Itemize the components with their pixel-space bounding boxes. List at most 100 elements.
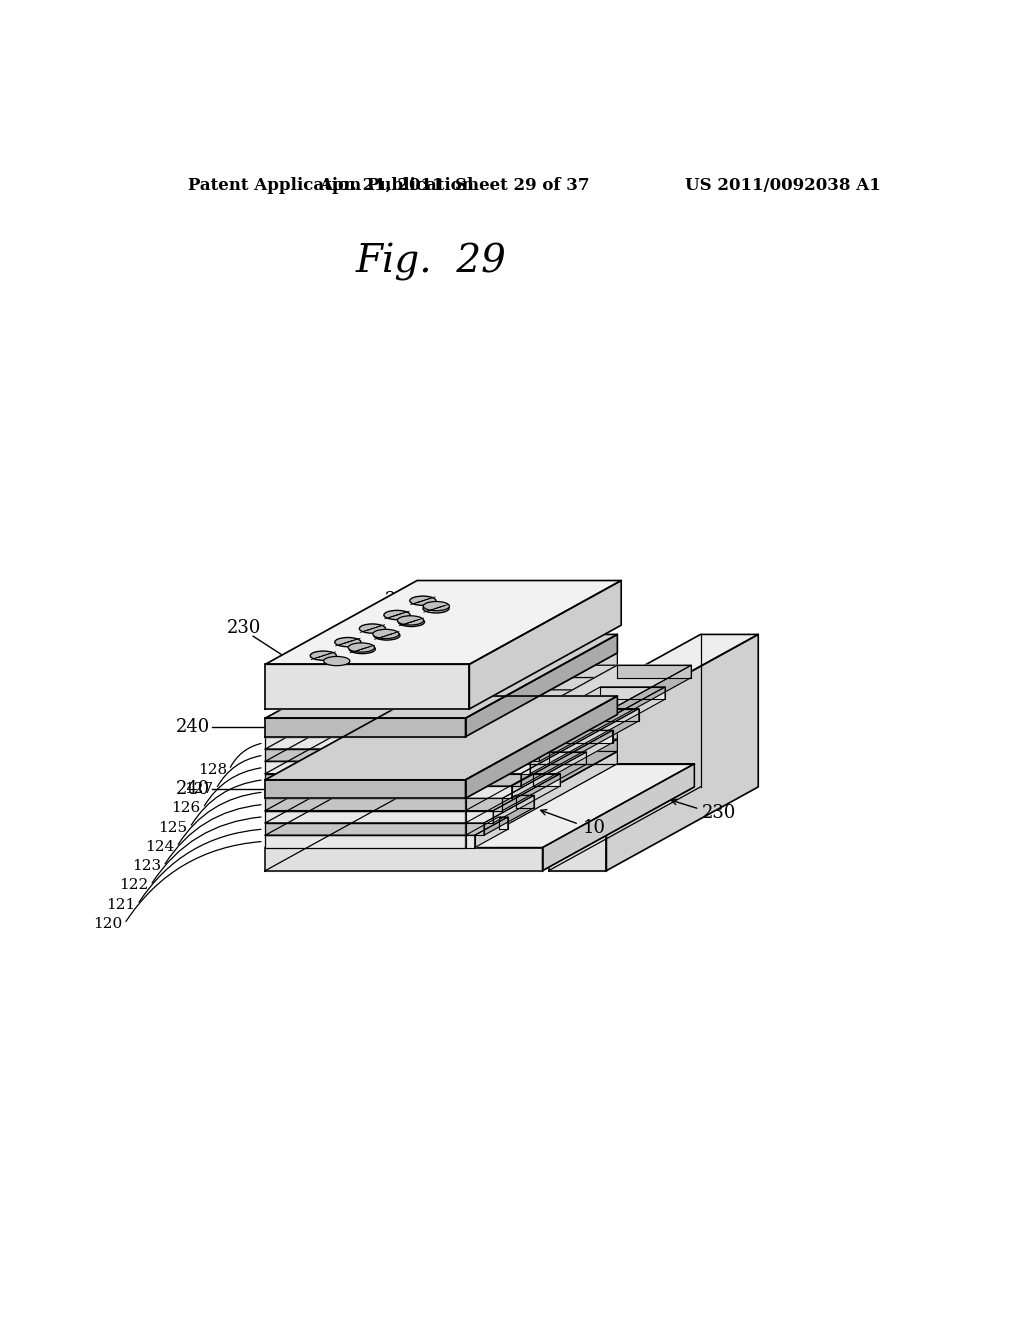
Text: 124: 124 — [145, 840, 174, 854]
Text: US 2011/0092038 A1: US 2011/0092038 A1 — [685, 177, 881, 194]
Text: 122: 122 — [119, 878, 148, 892]
Polygon shape — [265, 696, 617, 780]
Polygon shape — [466, 709, 639, 774]
Polygon shape — [265, 665, 617, 748]
Ellipse shape — [335, 638, 360, 647]
Ellipse shape — [324, 656, 350, 665]
Polygon shape — [466, 751, 617, 847]
Polygon shape — [265, 810, 466, 822]
Polygon shape — [494, 774, 560, 822]
Text: 230: 230 — [701, 804, 736, 822]
Polygon shape — [265, 751, 617, 836]
Polygon shape — [532, 774, 560, 785]
Polygon shape — [584, 709, 639, 721]
Polygon shape — [466, 774, 521, 785]
Polygon shape — [566, 730, 612, 743]
Polygon shape — [265, 690, 617, 774]
Polygon shape — [466, 817, 508, 836]
Ellipse shape — [373, 630, 399, 639]
Polygon shape — [265, 739, 617, 822]
Ellipse shape — [423, 603, 450, 612]
Text: Apr. 21, 2011  Sheet 29 of 37: Apr. 21, 2011 Sheet 29 of 37 — [318, 177, 589, 194]
Polygon shape — [265, 664, 469, 709]
Polygon shape — [466, 696, 617, 799]
Polygon shape — [466, 714, 617, 810]
Polygon shape — [265, 762, 466, 774]
Text: 230: 230 — [227, 619, 261, 638]
Text: 240: 240 — [176, 780, 210, 799]
Polygon shape — [265, 799, 466, 810]
Polygon shape — [265, 764, 694, 847]
Polygon shape — [265, 780, 466, 799]
Polygon shape — [265, 785, 466, 799]
Polygon shape — [466, 752, 587, 799]
Ellipse shape — [423, 602, 450, 611]
Ellipse shape — [410, 597, 436, 606]
Polygon shape — [617, 665, 691, 677]
Polygon shape — [543, 764, 694, 871]
Polygon shape — [466, 727, 617, 822]
Text: 10: 10 — [583, 820, 606, 837]
Polygon shape — [466, 796, 534, 822]
Polygon shape — [466, 665, 617, 762]
Polygon shape — [466, 836, 475, 847]
Polygon shape — [466, 686, 665, 762]
Text: 126: 126 — [171, 801, 201, 816]
Polygon shape — [466, 690, 617, 785]
Polygon shape — [265, 702, 617, 785]
Polygon shape — [265, 847, 543, 871]
Polygon shape — [466, 635, 617, 737]
Text: 240: 240 — [176, 718, 210, 737]
Polygon shape — [466, 810, 494, 822]
Ellipse shape — [384, 610, 410, 619]
Polygon shape — [265, 748, 466, 762]
Polygon shape — [475, 817, 508, 847]
Polygon shape — [265, 714, 617, 799]
Polygon shape — [503, 752, 587, 810]
Text: 290: 290 — [385, 591, 419, 609]
Ellipse shape — [398, 618, 425, 627]
Polygon shape — [265, 774, 466, 785]
Polygon shape — [466, 702, 617, 799]
Polygon shape — [499, 817, 508, 829]
Polygon shape — [515, 796, 534, 808]
Polygon shape — [550, 752, 587, 764]
Text: 121: 121 — [105, 898, 135, 912]
Text: 120: 120 — [93, 917, 122, 931]
Polygon shape — [530, 686, 665, 774]
Polygon shape — [466, 677, 617, 774]
Polygon shape — [466, 730, 612, 785]
Polygon shape — [466, 799, 503, 810]
Polygon shape — [466, 822, 484, 836]
Polygon shape — [265, 653, 617, 737]
Polygon shape — [466, 739, 617, 836]
Polygon shape — [600, 686, 665, 700]
Ellipse shape — [348, 643, 375, 652]
Text: Fig.  29: Fig. 29 — [355, 243, 506, 281]
Polygon shape — [265, 727, 617, 810]
Ellipse shape — [359, 624, 385, 634]
Polygon shape — [265, 635, 617, 718]
Polygon shape — [540, 665, 691, 762]
Polygon shape — [466, 762, 530, 774]
Polygon shape — [466, 665, 691, 748]
Ellipse shape — [397, 615, 424, 626]
Polygon shape — [466, 774, 560, 810]
Text: 128: 128 — [198, 763, 226, 776]
Text: 127: 127 — [184, 781, 214, 796]
Text: Patent Application Publication: Patent Application Publication — [188, 177, 474, 194]
Polygon shape — [265, 677, 617, 762]
Polygon shape — [484, 796, 534, 836]
Polygon shape — [469, 581, 622, 709]
Text: 125: 125 — [159, 821, 187, 834]
Polygon shape — [549, 718, 606, 871]
Polygon shape — [466, 748, 540, 762]
Polygon shape — [466, 653, 617, 748]
Polygon shape — [265, 737, 466, 748]
Polygon shape — [466, 785, 512, 799]
Polygon shape — [606, 635, 758, 871]
Polygon shape — [265, 822, 466, 836]
Polygon shape — [512, 730, 612, 799]
Polygon shape — [549, 635, 758, 718]
Polygon shape — [265, 836, 466, 847]
